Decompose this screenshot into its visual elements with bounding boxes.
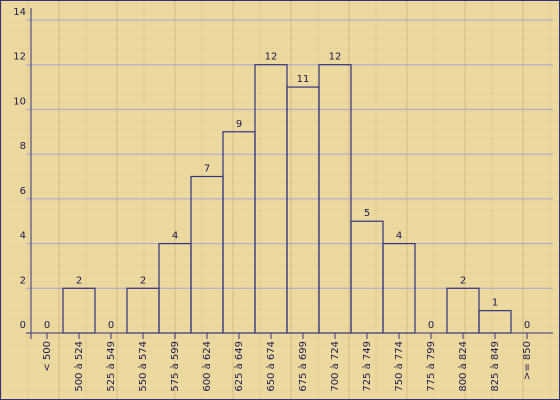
x-tick-label: >= 850 <box>522 341 533 380</box>
bar <box>62 287 96 334</box>
y-tick-label: 6 <box>20 186 26 197</box>
bar <box>318 64 352 334</box>
value-label: 5 <box>364 208 370 219</box>
y-tick-label: 2 <box>20 275 26 286</box>
value-label: 0 <box>108 320 114 331</box>
bar <box>350 220 384 334</box>
x-tick-label: 675 à 699 <box>297 341 309 392</box>
value-label: 1 <box>492 298 498 309</box>
bar <box>446 287 480 334</box>
x-tick-label: 525 à 549 <box>105 341 117 392</box>
bar <box>478 310 512 334</box>
y-tick-label: 4 <box>20 231 26 242</box>
x-tick-label: 825 à 849 <box>489 341 501 392</box>
x-tick-label: 500 à 524 <box>73 341 85 392</box>
value-label: 2 <box>76 275 82 286</box>
value-label: 0 <box>428 320 434 331</box>
y-tick-label: 0 <box>20 320 26 331</box>
x-tick-label: 550 à 574 <box>137 341 149 392</box>
value-label: 12 <box>265 52 278 63</box>
value-label: 11 <box>297 74 310 85</box>
y-tick-label: 14 <box>13 7 26 18</box>
x-tick-label: 725 à 749 <box>361 341 373 392</box>
value-label: 2 <box>140 275 146 286</box>
x-tick-label: 650 à 674 <box>265 341 277 392</box>
bar <box>222 131 256 334</box>
bar <box>190 175 224 334</box>
y-tick-label: 12 <box>13 52 26 63</box>
x-tick-label: 800 à 824 <box>457 341 469 392</box>
y-tick-label: 10 <box>13 96 26 107</box>
bar <box>286 86 320 334</box>
value-label: 7 <box>204 164 210 175</box>
value-label: 0 <box>524 320 530 331</box>
value-label: 9 <box>236 119 242 130</box>
y-tick-label: 8 <box>20 141 26 152</box>
x-tick-label: 575 à 599 <box>169 341 181 392</box>
x-tick-label: 625 à 649 <box>233 341 245 392</box>
x-tick-label: 600 à 624 <box>201 341 213 392</box>
bar <box>126 287 160 334</box>
bar <box>382 242 416 334</box>
value-label: 0 <box>44 320 50 331</box>
x-tick-label: < 500 <box>42 341 53 372</box>
x-tick-label: 700 à 724 <box>329 341 341 392</box>
value-label: 2 <box>460 275 466 286</box>
x-tick-label: 750 à 774 <box>393 341 405 392</box>
value-label: 12 <box>329 52 342 63</box>
value-label: 4 <box>396 231 402 242</box>
x-tick-label: 775 à 799 <box>425 341 437 392</box>
value-label: 4 <box>172 231 178 242</box>
